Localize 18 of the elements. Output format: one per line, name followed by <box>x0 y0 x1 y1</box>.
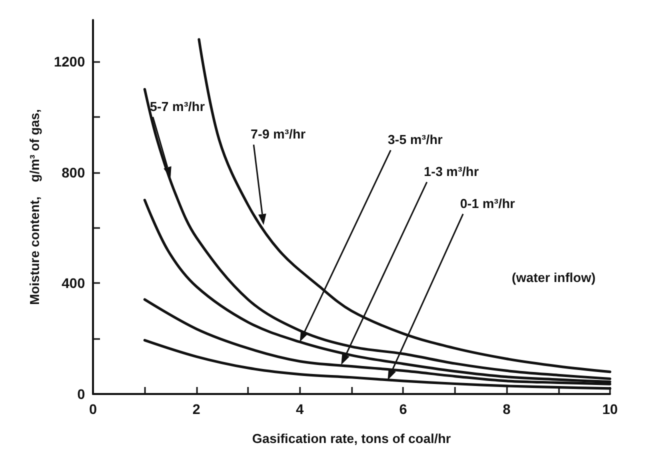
text: 0-1 m³/hr <box>460 196 515 211</box>
x-tick-label: 0 <box>89 401 98 417</box>
x-tick-label: 6 <box>399 401 408 417</box>
x-axis-title: Gasification rate, tons of coal/hr <box>252 431 451 446</box>
x-tick-label: 4 <box>296 401 304 417</box>
y-axis-title: Moisture content, g/m³ of gas, <box>27 109 42 305</box>
x-tick-label: 2 <box>192 401 200 417</box>
text: 3-5 m³/hr <box>388 132 443 148</box>
y-tick-label: 1200 <box>54 54 86 70</box>
series-label: 5-7 m³/hr <box>150 98 205 114</box>
x-tick-label: 10 <box>602 401 618 417</box>
y-tick-label: 0 <box>77 386 86 402</box>
x-tick-label: 8 <box>502 401 511 417</box>
y-tick-label: 400 <box>62 275 86 292</box>
text: 1-3 m³/hr <box>424 164 479 180</box>
annotation: (water inflow) <box>512 270 596 286</box>
text: 7-9 m³/hr <box>250 126 306 142</box>
y-tick-label: 800 <box>62 164 86 180</box>
